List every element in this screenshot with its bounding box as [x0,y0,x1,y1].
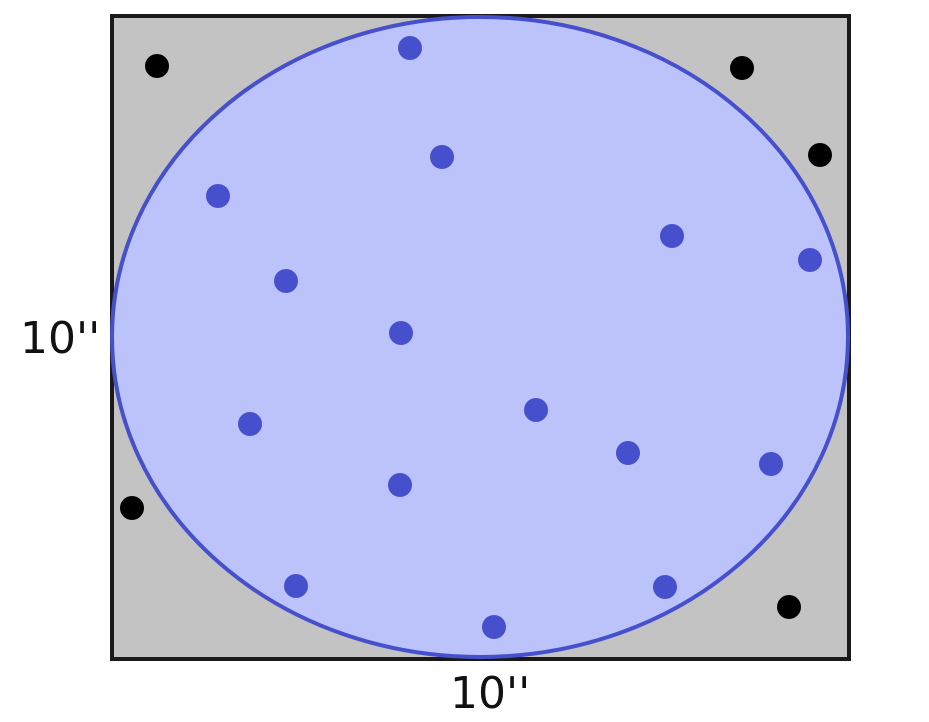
inside-point [274,269,298,293]
inside-point [653,575,677,599]
watermark-text: 知乎 @Eureka [727,671,903,701]
inside-point [206,184,230,208]
outside-point [808,143,832,167]
inside-point [482,615,506,639]
inside-point [389,321,413,345]
inside-point [388,473,412,497]
bottom-side-label: 10'' [450,668,530,719]
inside-point [660,224,684,248]
inside-point [524,398,548,422]
inside-point [398,36,422,60]
inside-point [759,452,783,476]
inside-point [616,441,640,465]
outside-point [730,56,754,80]
inscribed-circle [110,15,850,659]
outside-point [777,595,801,619]
inside-point [798,248,822,272]
outside-point [145,54,169,78]
inside-point [238,412,262,436]
inside-point [430,145,454,169]
left-side-label: 10'' [20,313,100,364]
inside-point [284,574,308,598]
sample-points [120,36,832,639]
outside-point [120,496,144,520]
